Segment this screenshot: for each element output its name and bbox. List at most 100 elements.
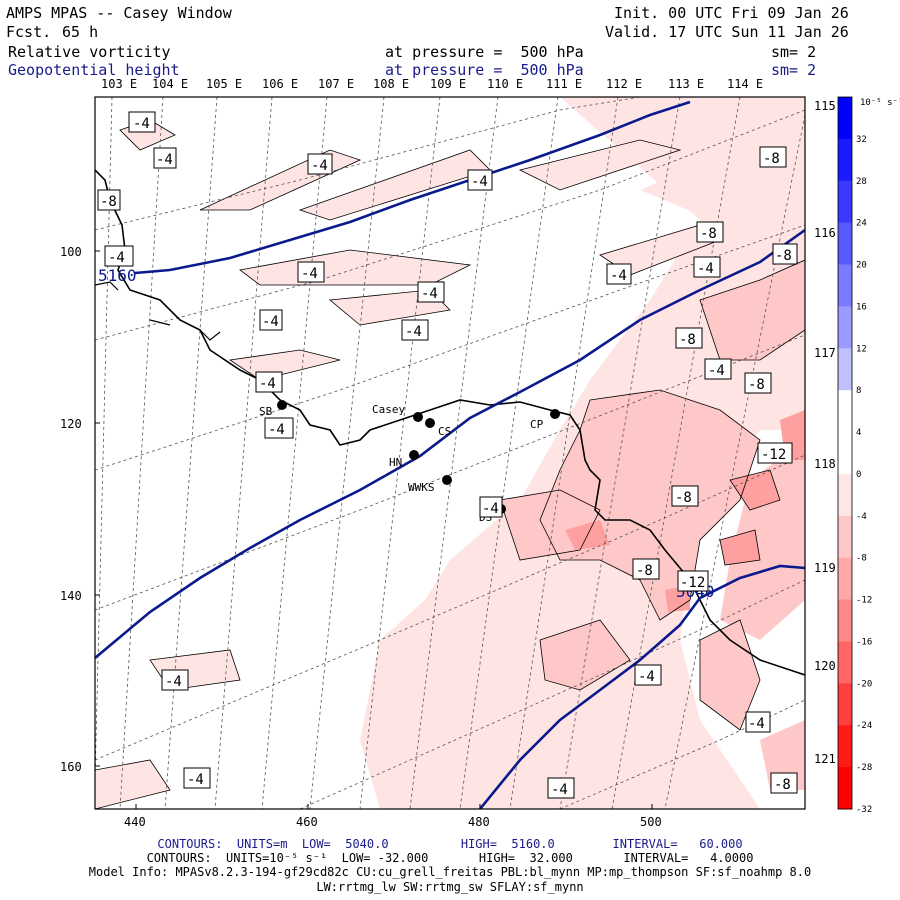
colorbar-swatch <box>838 641 852 684</box>
vort-label-box: -4 <box>161 669 189 691</box>
lon-label: 106 E <box>262 77 299 91</box>
top-longitude-labels: 103 E 104 E 105 E 106 E 107 E 108 E 109 … <box>0 77 900 93</box>
field1-smoothing: sm= 2 <box>771 43 817 61</box>
colorbar-label: 28 <box>856 177 867 187</box>
colorbar-label: 4 <box>856 428 861 438</box>
svg-text:-4: -4 <box>551 782 568 798</box>
svg-text:-8: -8 <box>636 563 653 579</box>
vort-label-box: -8 <box>671 485 699 507</box>
station-label-hn: HN <box>389 456 402 469</box>
vort-label-box: -4 <box>745 711 771 733</box>
y-tick-label: 160 <box>60 760 82 774</box>
y-tick-label: 100 <box>60 245 82 259</box>
colorbar-swatch <box>838 138 852 182</box>
colorbar-swatch <box>838 473 852 517</box>
svg-text:-4: -4 <box>187 772 204 788</box>
vort-label-box: -4 <box>401 319 429 341</box>
lon-label: 105 E <box>206 77 243 91</box>
height-label-5160: 5160 <box>98 266 137 285</box>
svg-text:-8: -8 <box>775 248 792 264</box>
colorbar-swatch <box>838 348 852 391</box>
station-markers <box>277 400 560 514</box>
colorbar-label: 8 <box>856 386 861 396</box>
vort-label-box: -8 <box>772 243 798 265</box>
vort-label-box: -4 <box>153 147 177 169</box>
vort-label-box: -8 <box>744 372 772 394</box>
colorbar-label: -16 <box>856 637 872 647</box>
vort-label-box: -4 <box>264 417 294 439</box>
y-tick-label: 120 <box>60 417 82 431</box>
y-tick-label: 140 <box>60 589 82 603</box>
lon-label: 109 E <box>430 77 467 91</box>
colorbar-swatch <box>838 180 852 224</box>
svg-text:-8: -8 <box>700 226 717 242</box>
x-tick-label: 500 <box>640 815 662 829</box>
station-label-casey: Casey <box>372 403 405 416</box>
colorbar-swatch <box>838 683 852 726</box>
svg-text:-4: -4 <box>311 158 328 174</box>
vorticity-labels: -4 -4 -4 -4 -8 -4 -4 -4 -4 -4 -4 -4 -4 -… <box>97 111 798 799</box>
svg-text:-4: -4 <box>748 716 765 732</box>
colorbar-swatch <box>838 97 852 140</box>
x-tick-label: 460 <box>296 815 318 829</box>
svg-text:-4: -4 <box>421 286 438 302</box>
vort-label-box: -4 <box>128 111 156 133</box>
svg-text:-4: -4 <box>156 152 173 168</box>
vort-label-box: -4 <box>467 169 493 191</box>
field1-name: Relative vorticity <box>8 43 171 61</box>
svg-text:-4: -4 <box>708 363 725 379</box>
footer-model-info: Model Info: MPASv8.2.3-194-gf29cd82c CU:… <box>88 865 812 879</box>
svg-text:-8: -8 <box>100 194 117 210</box>
vort-label-box: -12 <box>757 442 793 464</box>
colorbar-label: -4 <box>856 512 867 522</box>
svg-text:-4: -4 <box>610 268 627 284</box>
colorbar-swatch <box>838 515 852 559</box>
colorbar-label: -8 <box>856 554 867 564</box>
station-label-wwks: WWKS <box>408 481 435 494</box>
vort-label-box: -8 <box>696 221 724 243</box>
svg-text:-4: -4 <box>405 324 422 340</box>
vort-label-box: -8 <box>632 558 660 580</box>
colorbar-label: 20 <box>856 261 867 271</box>
footer-height-contours: CONTOURS: UNITS=m LOW= 5040.0 HIGH= 5160… <box>157 837 743 851</box>
svg-text:-12: -12 <box>761 447 786 463</box>
vort-label-box: -4 <box>297 261 325 283</box>
svg-text:-8: -8 <box>748 377 765 393</box>
vort-label-box: -8 <box>675 327 703 349</box>
svg-text:-8: -8 <box>763 151 780 167</box>
footer-vorticity-contours: CONTOURS: UNITS=10⁻⁵ s⁻¹ LOW= -32.000 HI… <box>146 851 754 865</box>
svg-text:-8: -8 <box>774 777 791 793</box>
vort-label-box: -4 <box>634 664 662 686</box>
forecast-label: Fcst. <box>6 23 52 41</box>
svg-text:-4: -4 <box>165 674 182 690</box>
svg-text:-8: -8 <box>679 332 696 348</box>
lon-label: 113 E <box>668 77 705 91</box>
coastline-islands <box>95 281 221 341</box>
colorbar-swatch <box>838 222 852 266</box>
svg-text:-4: -4 <box>108 250 125 266</box>
vort-label-box: -8 <box>759 146 787 168</box>
colorbar: 32 28 24 20 16 12 8 4 0 -4 -8 -12 -16 -20 -24 -28 -32 <box>837 96 872 815</box>
svg-text:-12: -12 <box>680 575 705 591</box>
station-label-cs: CS <box>438 425 451 438</box>
colorbar-swatch <box>838 725 852 768</box>
valid-time: Valid. 17 UTC Sun 11 Jan 26 <box>605 23 849 41</box>
lon-label: 114 E <box>727 77 764 91</box>
lon-label: 112 E <box>606 77 643 91</box>
station-dot-sb <box>277 400 287 410</box>
station-dot-hn <box>409 450 419 460</box>
vort-label-box: -8 <box>770 772 798 794</box>
colorbar-swatch <box>838 599 852 642</box>
colorbar-label: 0 <box>856 470 861 480</box>
svg-text:-4: -4 <box>482 501 499 517</box>
svg-text:-4: -4 <box>697 261 714 277</box>
colorbar-frame <box>837 96 853 810</box>
vort-label-box: -4 <box>104 245 134 267</box>
colorbar-swatch <box>838 264 852 307</box>
plot-title: AMPS MPAS -- Casey Window <box>6 4 232 22</box>
height-contour-lower <box>478 564 805 809</box>
vort-label-box: -4 <box>255 371 283 393</box>
field2-smoothing: sm= 2 <box>771 61 817 79</box>
station-label-cp: CP <box>530 418 544 431</box>
